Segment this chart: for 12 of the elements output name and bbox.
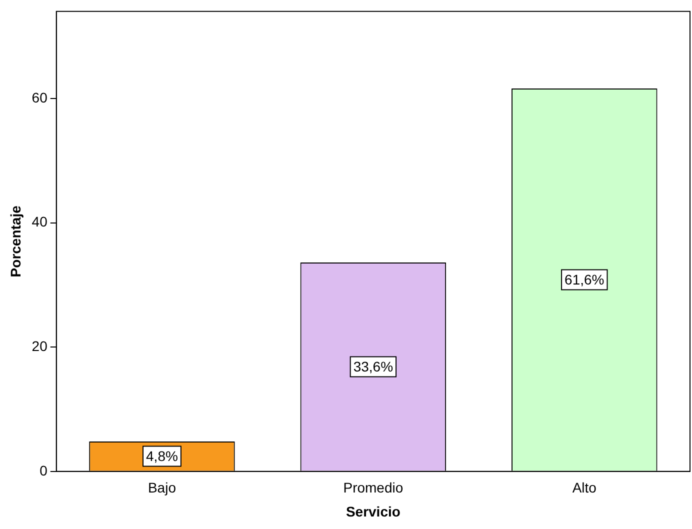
data-label: 33,6% (353, 358, 394, 375)
y-tick-label: 40 (32, 214, 48, 230)
data-label: 4,8% (146, 448, 178, 464)
x-tick-label: Alto (572, 480, 597, 496)
x-tick-label: Bajo (148, 480, 176, 496)
y-tick-label: 20 (32, 338, 48, 354)
data-label: 61,6% (564, 272, 604, 288)
x-axis-title: Servicio (346, 503, 400, 520)
y-tick-label: 0 (40, 462, 48, 478)
y-tick-label: 60 (32, 89, 48, 106)
x-tick-label: Promedio (343, 480, 404, 496)
y-axis-title: Porcentaje (7, 205, 24, 278)
